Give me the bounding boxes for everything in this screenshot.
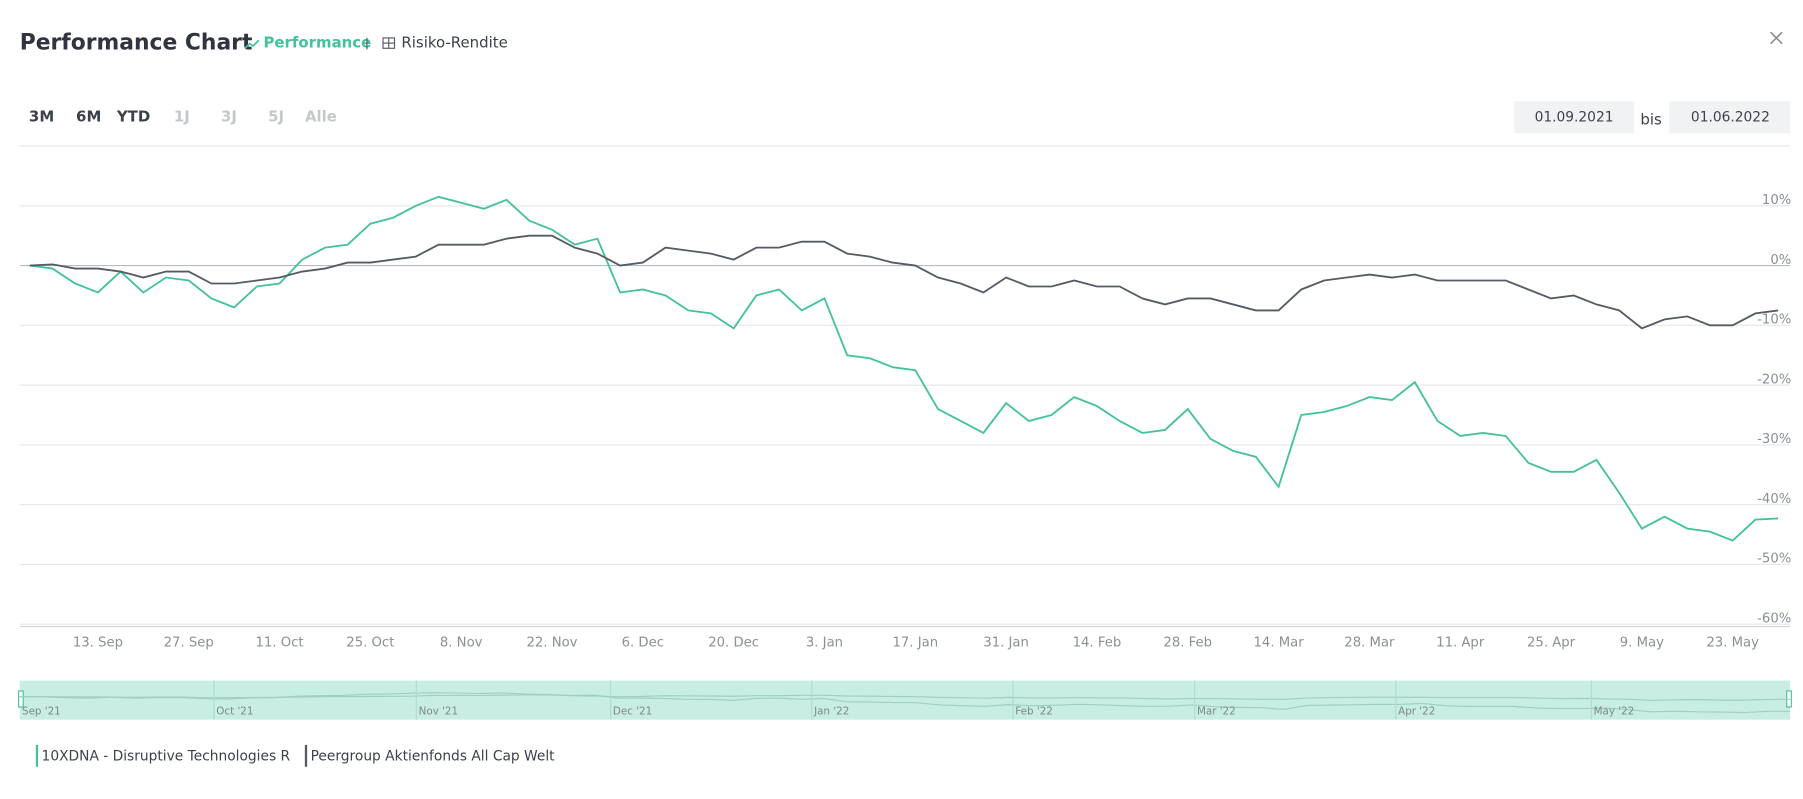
x-tick-label: 14. Feb [1073,636,1122,651]
series-line [29,195,1779,542]
date-to-field[interactable] [1669,101,1791,134]
tab-risiko[interactable]: Risiko-Rendite [401,34,507,52]
y-tick-label: -10% [1757,313,1791,328]
date-from-field[interactable] [1514,101,1634,134]
y-tick-label: -60% [1757,612,1791,627]
y-tick-label: -50% [1757,552,1791,567]
window-title: Performance Chart [20,31,253,56]
date-from: 01.09.2021 [1535,109,1614,125]
navigator-label: May '22 [1594,706,1635,718]
x-tick-label: 27. Sep [164,636,214,651]
navigator-line [19,692,1791,714]
legend-entry[interactable]: 10XDNA - Disruptive Technologies R [42,748,291,764]
date-separator: bis [1640,111,1662,129]
navigator-label: Nov '21 [419,706,458,718]
y-tick-label: -20% [1757,372,1791,387]
x-tick-label: 28. Feb [1163,636,1212,651]
navigator-line [19,694,1791,701]
x-tick-label: 23. May [1706,636,1759,651]
tab-performance[interactable]: Performance [263,34,371,52]
x-tick-label: 14. Mar [1253,636,1304,651]
navigator-label: Dec '21 [613,706,652,718]
navigator-label: Apr '22 [1398,706,1435,718]
legend-entry[interactable]: Peergroup Aktienfonds All Cap Welt [311,748,556,764]
y-tick-label: -30% [1757,432,1791,447]
navigator-label: Sep '21 [22,706,61,718]
x-tick-label: 17. Jan [892,636,938,651]
close-icon [1770,31,1783,45]
x-tick-label: 28. Mar [1344,636,1395,651]
y-tick-label: -40% [1757,492,1791,507]
period-button[interactable]: 6M [76,107,101,125]
date-to: 01.06.2022 [1691,109,1770,125]
period-button[interactable]: 1J [174,107,190,125]
navigator-label: Feb '22 [1015,706,1053,718]
x-tick-label: 3. Jan [806,636,843,651]
navigator-label: Jan '22 [813,706,849,718]
x-tick-label: 20. Dec [708,636,759,651]
y-tick-label: 0% [1770,253,1791,268]
navigator-label: Mar '22 [1197,706,1236,718]
x-tick-label: 11. Apr [1436,636,1485,651]
y-tick-label: 10% [1762,193,1791,208]
x-tick-label: 22. Nov [526,636,577,651]
close-button[interactable] [1770,31,1783,45]
x-tick-label: 25. Apr [1527,636,1576,651]
navigator[interactable] [19,680,1791,720]
x-tick-label: 8. Nov [440,636,483,651]
period-button[interactable]: YTD [116,107,150,125]
x-tick-label: 31. Jan [983,636,1029,651]
x-tick-label: 9. May [1620,636,1664,651]
series-line [29,234,1779,330]
navigator-label: Oct '21 [216,706,253,718]
tab-icon [244,39,260,49]
x-tick-label: 13. Sep [73,636,123,651]
x-tick-label: 25. Oct [346,636,394,651]
navigator-handle[interactable] [18,690,24,708]
period-button[interactable]: 5J [268,107,284,125]
period-button[interactable]: 3M [29,107,54,125]
period-button[interactable]: Alle [305,107,337,125]
period-button[interactable]: 3J [221,107,237,125]
legend-swatch [304,744,308,767]
legend-swatch [35,744,39,767]
x-tick-label: 6. Dec [622,636,664,651]
x-tick-label: 11. Oct [255,636,303,651]
